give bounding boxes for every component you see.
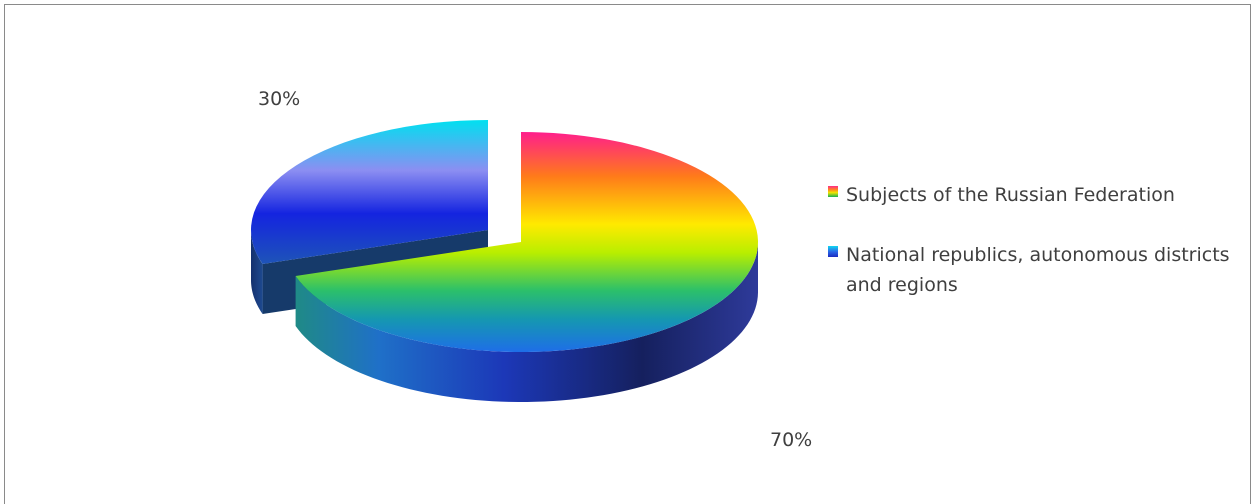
pie-slice-subjects-side — [295, 242, 758, 402]
data-label-subjects: 70% — [770, 429, 812, 451]
legend-swatch-subjects — [828, 186, 838, 197]
pie-slice-national-side — [251, 230, 263, 314]
pie-slice-subjects — [295, 132, 758, 352]
legend-swatch-national — [828, 246, 838, 257]
legend-label-subjects: Subjects of the Russian Federation — [846, 184, 1175, 206]
legend-item-national: National republics, autonomous districts… — [828, 240, 1238, 300]
legend-item-subjects: Subjects of the Russian Federation — [828, 180, 1238, 210]
data-label-national: 30% — [258, 88, 300, 110]
legend-label-national: National republics, autonomous districts… — [846, 244, 1230, 296]
legend: Subjects of the Russian Federation Natio… — [828, 180, 1238, 340]
pie-slice-national — [250, 120, 488, 264]
